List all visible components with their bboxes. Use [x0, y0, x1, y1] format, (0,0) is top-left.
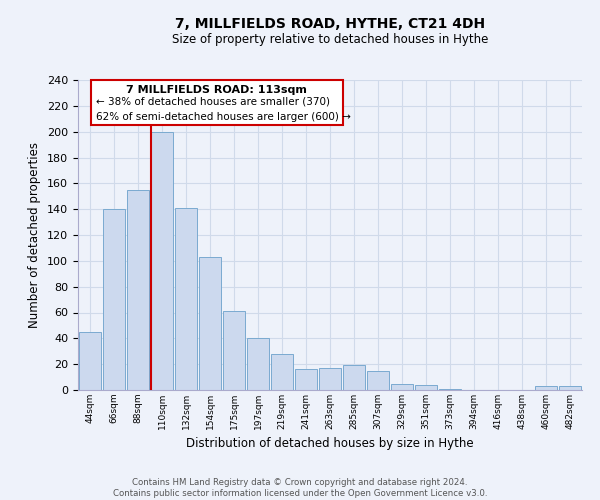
X-axis label: Distribution of detached houses by size in Hythe: Distribution of detached houses by size … — [186, 438, 474, 450]
Bar — [343, 366, 365, 390]
Bar — [247, 338, 269, 390]
Text: ← 38% of detached houses are smaller (370): ← 38% of detached houses are smaller (37… — [95, 96, 329, 106]
Bar — [559, 386, 581, 390]
Text: Size of property relative to detached houses in Hythe: Size of property relative to detached ho… — [172, 32, 488, 46]
Bar — [415, 385, 437, 390]
Text: Contains HM Land Registry data © Crown copyright and database right 2024.
Contai: Contains HM Land Registry data © Crown c… — [113, 478, 487, 498]
Bar — [295, 370, 317, 390]
Bar — [319, 368, 341, 390]
Text: 7, MILLFIELDS ROAD, HYTHE, CT21 4DH: 7, MILLFIELDS ROAD, HYTHE, CT21 4DH — [175, 18, 485, 32]
Bar — [271, 354, 293, 390]
Bar — [535, 386, 557, 390]
Bar — [151, 132, 173, 390]
Text: 7 MILLFIELDS ROAD: 113sqm: 7 MILLFIELDS ROAD: 113sqm — [126, 84, 307, 94]
Bar — [199, 257, 221, 390]
Y-axis label: Number of detached properties: Number of detached properties — [28, 142, 41, 328]
Bar — [127, 190, 149, 390]
Bar — [175, 208, 197, 390]
FancyBboxPatch shape — [91, 80, 343, 125]
Bar — [439, 388, 461, 390]
Bar — [223, 311, 245, 390]
Bar — [367, 370, 389, 390]
Bar — [103, 209, 125, 390]
Text: 62% of semi-detached houses are larger (600) →: 62% of semi-detached houses are larger (… — [95, 112, 350, 122]
Bar — [391, 384, 413, 390]
Bar — [79, 332, 101, 390]
